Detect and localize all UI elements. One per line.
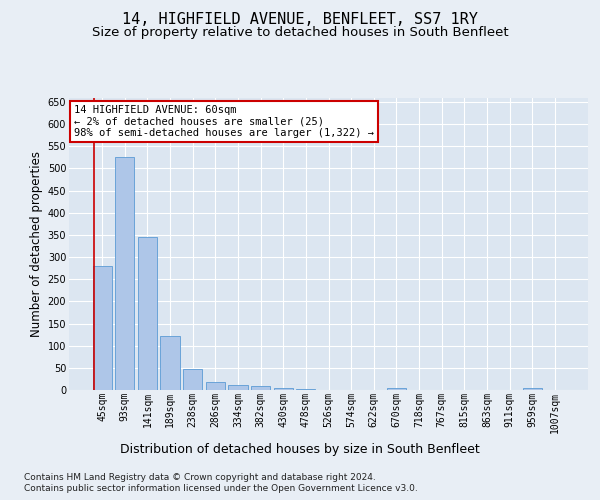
Text: 14, HIGHFIELD AVENUE, BENFLEET, SS7 1RY: 14, HIGHFIELD AVENUE, BENFLEET, SS7 1RY xyxy=(122,12,478,28)
Y-axis label: Number of detached properties: Number of detached properties xyxy=(31,151,43,337)
Bar xyxy=(523,388,542,390)
Bar xyxy=(387,388,406,390)
Bar xyxy=(183,369,202,390)
Bar xyxy=(229,385,248,390)
Text: Distribution of detached houses by size in South Benfleet: Distribution of detached houses by size … xyxy=(120,442,480,456)
Bar xyxy=(160,336,180,390)
Bar xyxy=(92,266,112,390)
Bar xyxy=(251,386,270,390)
Text: Contains HM Land Registry data © Crown copyright and database right 2024.: Contains HM Land Registry data © Crown c… xyxy=(24,472,376,482)
Text: Contains public sector information licensed under the Open Government Licence v3: Contains public sector information licen… xyxy=(24,484,418,493)
Bar xyxy=(296,389,316,390)
Bar xyxy=(206,382,225,390)
Bar xyxy=(115,158,134,390)
Bar xyxy=(138,237,157,390)
Text: Size of property relative to detached houses in South Benfleet: Size of property relative to detached ho… xyxy=(92,26,508,39)
Text: 14 HIGHFIELD AVENUE: 60sqm
← 2% of detached houses are smaller (25)
98% of semi-: 14 HIGHFIELD AVENUE: 60sqm ← 2% of detac… xyxy=(74,105,374,138)
Bar xyxy=(274,388,293,390)
